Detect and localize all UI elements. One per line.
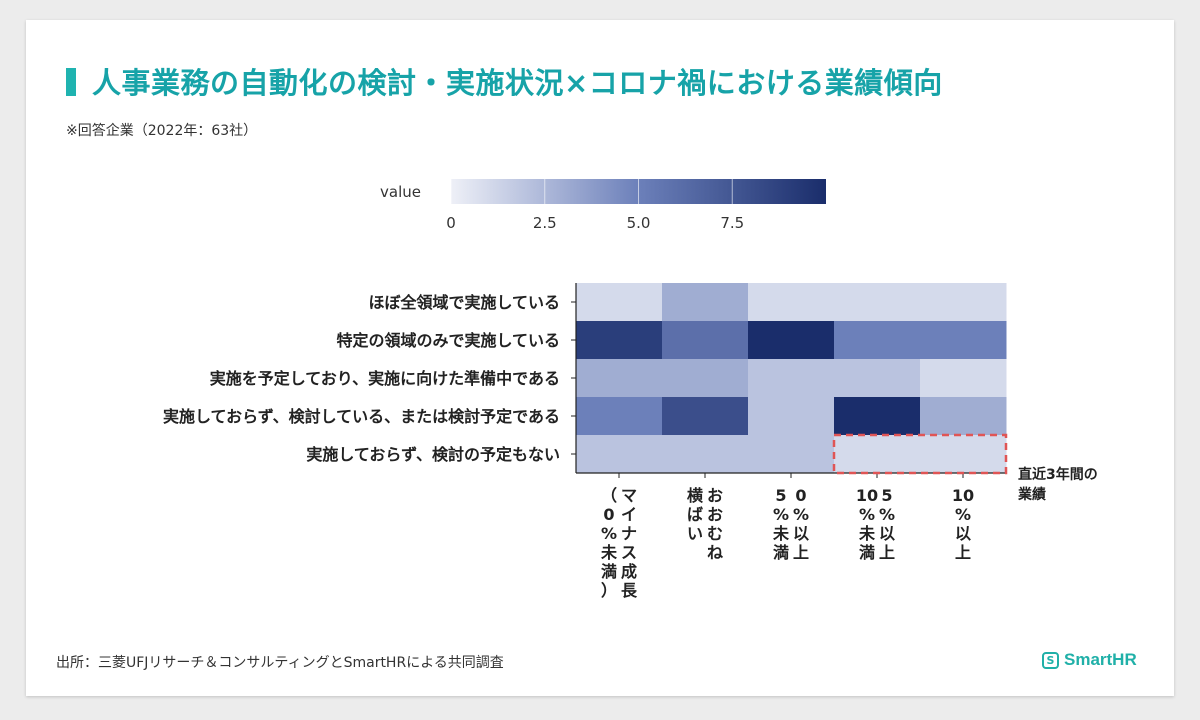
heatmap-cell [920,283,1007,322]
heatmap-cell [662,321,749,360]
report-card: 人事業務の自動化の検討・実施状況×コロナ禍における業績傾向 ※回答企業（2022… [26,20,1174,696]
heatmap-cell [576,435,663,474]
row-label: 実施しておらず、検討している、または検討予定である [163,407,560,426]
row-label: 実施を予定しており、実施に向けた準備中である [210,369,560,388]
smarthr-logo-text: SmartHR [1064,650,1137,669]
row-label: 実施しておらず、検討の予定もない [306,445,560,464]
colorbar-tick-label: 7.5 [720,214,744,232]
heatmap-chart: value 0 2.5 5.0 7.5 ほぼ全領域で実施している特定の領域のみで実施してい… [163,179,1098,600]
heatmap-cell [748,359,835,398]
source-note: 出所：三菱UFJリサーチ＆コンサルティングとSmartHRによる共同調査 [56,655,504,671]
heatmap-cell [662,397,749,436]
heatmap-cell [576,283,663,322]
column-label: 10 %以上 [952,486,974,562]
heatmap-cell [748,435,835,474]
heatmap-cell [748,283,835,322]
highlight-box [832,433,1008,475]
column-label: 5 %以上10 %未満 [856,486,895,562]
heatmap-cell [834,359,921,398]
smarthr-logo-icon: S [1042,651,1059,669]
heatmap-cell [662,359,749,398]
column-label: マイナス成長（ 0 %未満） [600,486,638,600]
subtitle: ※回答企業（2022年：63社） [66,123,258,139]
heatmap-cell [920,321,1007,360]
column-label: おおむね横ばい [687,486,723,562]
title-accent-bar [66,68,76,96]
heatmap-cell [834,283,921,322]
heatmap-cell [920,397,1007,436]
heatmap-cell [834,397,921,436]
heatmap-cell [834,435,921,474]
column-label: 0 %以上5 %未満 [772,486,809,562]
colorbar-tick-label: 2.5 [533,214,557,232]
row-label: 特定の領域のみで実施している [336,331,560,350]
page-title: 人事業務の自動化の検討・実施状況×コロナ禍における業績傾向 [92,66,943,100]
heatmap-cell [662,283,749,322]
heatmap-cell [748,321,835,360]
heatmap-cell [576,359,663,398]
colorbar-label: value [380,183,421,201]
colorbar-tick-label: 0 [446,214,456,232]
heatmap-cell [576,397,663,436]
annotation-label: 直近3年間の業績 [1017,466,1098,503]
heatmap-cell [748,397,835,436]
heatmap-cell [920,359,1007,398]
heatmap-cell [834,321,921,360]
heatmap-cell [662,435,749,474]
heatmap-cell [576,321,663,360]
heatmap-cell [920,435,1007,474]
row-label: ほぼ全領域で実施している [368,293,560,312]
colorbar-tick-label: 5.0 [627,214,651,232]
smarthr-logo: S SmartHR [1042,650,1137,670]
